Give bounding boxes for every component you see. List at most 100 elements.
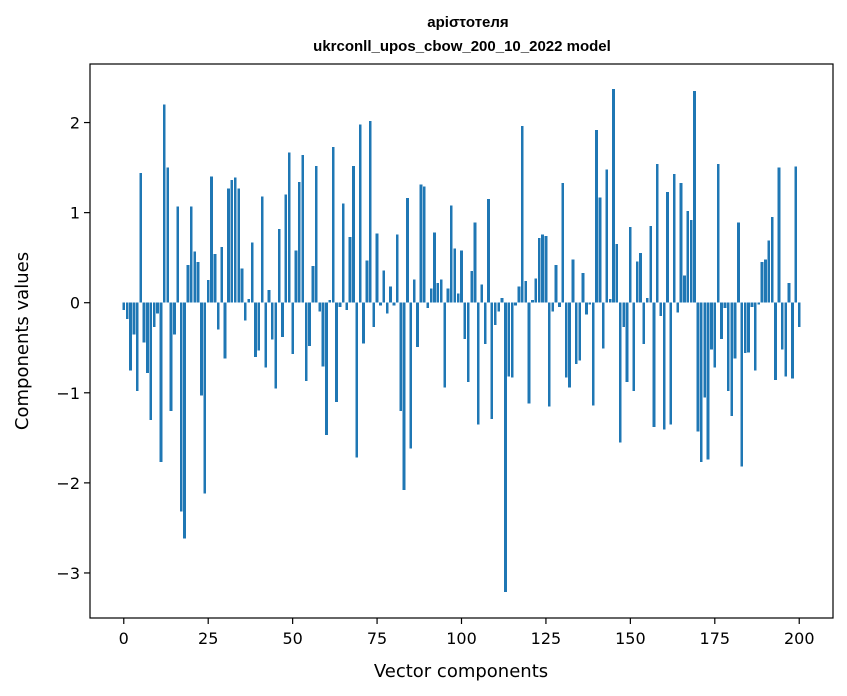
bar-69 bbox=[355, 302, 359, 458]
bar-139 bbox=[591, 302, 595, 406]
bar-136 bbox=[581, 272, 585, 303]
bar-63 bbox=[335, 302, 338, 402]
bar-65 bbox=[341, 203, 345, 303]
y-axis-label: Components values bbox=[12, 252, 33, 430]
bar-114 bbox=[507, 302, 511, 377]
x-tick-label-0: 0 bbox=[119, 629, 129, 648]
bar-44 bbox=[271, 302, 274, 340]
bar-38 bbox=[250, 242, 254, 303]
y-tick-label-3: 0 bbox=[70, 294, 80, 313]
bar-2 bbox=[129, 302, 132, 371]
bar-187 bbox=[753, 302, 757, 371]
bar-134 bbox=[574, 302, 578, 364]
x-tick-label-5: 125 bbox=[531, 629, 562, 648]
bar-8 bbox=[149, 302, 153, 420]
bar-111 bbox=[497, 302, 500, 312]
bar-191 bbox=[767, 240, 771, 303]
bar-122 bbox=[534, 278, 538, 303]
bar-61 bbox=[328, 300, 332, 303]
bar-133 bbox=[571, 259, 575, 303]
bar-151 bbox=[632, 302, 636, 391]
bar-145 bbox=[612, 89, 615, 303]
bar-190 bbox=[764, 259, 767, 303]
bar-160 bbox=[662, 302, 666, 430]
bar-120 bbox=[527, 302, 531, 404]
bar-169 bbox=[693, 91, 696, 303]
bar-171 bbox=[699, 302, 703, 463]
bar-47 bbox=[281, 302, 284, 337]
bar-176 bbox=[716, 163, 720, 303]
bar-102 bbox=[466, 302, 470, 382]
bar-129 bbox=[558, 302, 561, 308]
bar-159 bbox=[659, 302, 663, 317]
x-axis-label: Vector components bbox=[374, 661, 548, 682]
bar-10 bbox=[156, 302, 159, 314]
bar-51 bbox=[294, 250, 298, 303]
bar-18 bbox=[183, 302, 186, 539]
bar-89 bbox=[423, 186, 426, 303]
bar-71 bbox=[362, 302, 365, 344]
bar-29 bbox=[220, 246, 224, 303]
bar-67 bbox=[348, 236, 352, 303]
bar-7 bbox=[146, 302, 149, 373]
bar-81 bbox=[395, 234, 399, 303]
y-tick-label-0: −3 bbox=[56, 564, 80, 583]
bar-167 bbox=[686, 210, 690, 303]
bar-60 bbox=[325, 302, 328, 436]
bar-141 bbox=[598, 197, 602, 303]
bar-182 bbox=[737, 222, 740, 303]
bar-58 bbox=[318, 302, 321, 312]
bar-175 bbox=[713, 302, 717, 368]
bar-19 bbox=[186, 264, 190, 303]
bar-173 bbox=[706, 302, 710, 460]
bar-45 bbox=[274, 302, 278, 389]
bar-126 bbox=[547, 302, 551, 407]
bar-82 bbox=[399, 302, 403, 411]
bar-12 bbox=[162, 104, 166, 303]
bar-113 bbox=[504, 302, 507, 592]
y-tick-label-2: −1 bbox=[56, 384, 80, 403]
bar-84 bbox=[406, 198, 409, 303]
bar-95 bbox=[443, 302, 446, 388]
bar-183 bbox=[740, 302, 744, 467]
bar-79 bbox=[389, 286, 392, 303]
bar-163 bbox=[672, 173, 676, 303]
bar-40 bbox=[257, 302, 261, 351]
bar-158 bbox=[656, 163, 659, 303]
bar-62 bbox=[331, 146, 335, 303]
bar-130 bbox=[561, 182, 565, 303]
bar-20 bbox=[189, 206, 193, 303]
bar-26 bbox=[210, 176, 213, 303]
bar-78 bbox=[385, 302, 389, 314]
y-tick-label-5: 2 bbox=[70, 114, 80, 133]
bar-194 bbox=[777, 167, 781, 303]
bar-164 bbox=[676, 302, 679, 313]
bar-128 bbox=[554, 264, 558, 303]
bar-92 bbox=[433, 232, 436, 303]
bar-77 bbox=[382, 270, 386, 303]
y-axis-ticks: −3 −2 −1 0 1 2 bbox=[56, 114, 90, 583]
bar-74 bbox=[372, 302, 376, 328]
bar-1 bbox=[125, 302, 129, 319]
bar-115 bbox=[510, 302, 514, 378]
bar-193 bbox=[774, 302, 777, 381]
bar-4 bbox=[135, 302, 139, 391]
bar-88 bbox=[419, 184, 423, 303]
bar-185 bbox=[747, 302, 750, 353]
bar-178 bbox=[723, 302, 727, 309]
bar-172 bbox=[703, 302, 707, 398]
bar-147 bbox=[618, 302, 622, 443]
bar-36 bbox=[244, 302, 247, 321]
bar-32 bbox=[230, 180, 234, 303]
bar-75 bbox=[375, 233, 379, 303]
bar-49 bbox=[287, 152, 291, 303]
bar-140 bbox=[595, 129, 598, 303]
bar-125 bbox=[544, 236, 548, 303]
bar-135 bbox=[578, 302, 582, 361]
bar-48 bbox=[284, 194, 288, 303]
bar-162 bbox=[669, 302, 673, 425]
bar-15 bbox=[173, 302, 176, 335]
bar-198 bbox=[791, 302, 794, 379]
bar-109 bbox=[490, 302, 494, 419]
bar-200 bbox=[797, 302, 801, 328]
